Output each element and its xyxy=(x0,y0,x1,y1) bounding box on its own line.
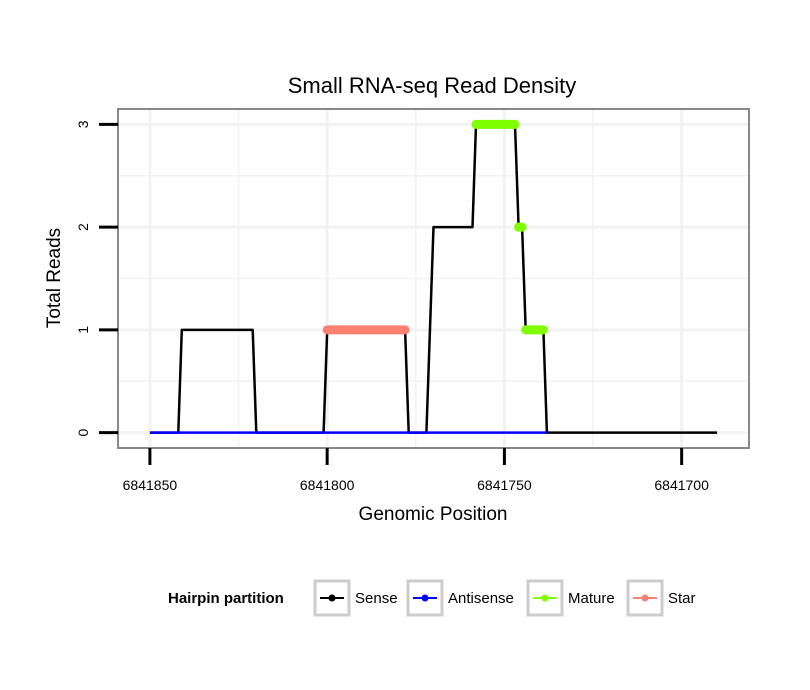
legend-key-dot xyxy=(641,594,649,602)
x-tick-label: 6841750 xyxy=(477,477,532,493)
legend-label-star: Star xyxy=(668,590,696,607)
legend-label-sense: Sense xyxy=(355,590,398,607)
legend-key-dot xyxy=(541,594,549,602)
legend: Hairpin partition Sense Antisense Mature St… xyxy=(168,579,696,617)
y-tick-label: 1 xyxy=(75,326,91,334)
x-axis-title: Genomic Position xyxy=(359,504,508,525)
legend-title: Hairpin partition xyxy=(168,590,284,607)
plot-series xyxy=(149,119,718,434)
chart-title: Small RNA-seq Read Density xyxy=(288,73,577,98)
grid xyxy=(118,109,749,448)
y-tick-label: 2 xyxy=(75,223,91,231)
plot-panel-border xyxy=(117,108,750,449)
legend-label-antisense: Antisense xyxy=(448,590,514,607)
x-tick-label: 6841850 xyxy=(123,477,178,493)
y-tick-label: 3 xyxy=(75,120,91,128)
legend-key-dot xyxy=(328,594,336,602)
y-tick-label: 0 xyxy=(75,428,91,436)
x-tick-label: 6841700 xyxy=(654,477,709,493)
y-axis-title: Total Reads xyxy=(44,228,65,328)
series-line-sense xyxy=(149,123,718,434)
axis-ticks: 6841850 6841800 6841750 6841700 0 1 2 3 xyxy=(75,120,709,493)
legend-key-dot xyxy=(421,594,429,602)
x-tick-label: 6841800 xyxy=(300,477,355,493)
legend-label-mature: Mature xyxy=(568,590,615,607)
